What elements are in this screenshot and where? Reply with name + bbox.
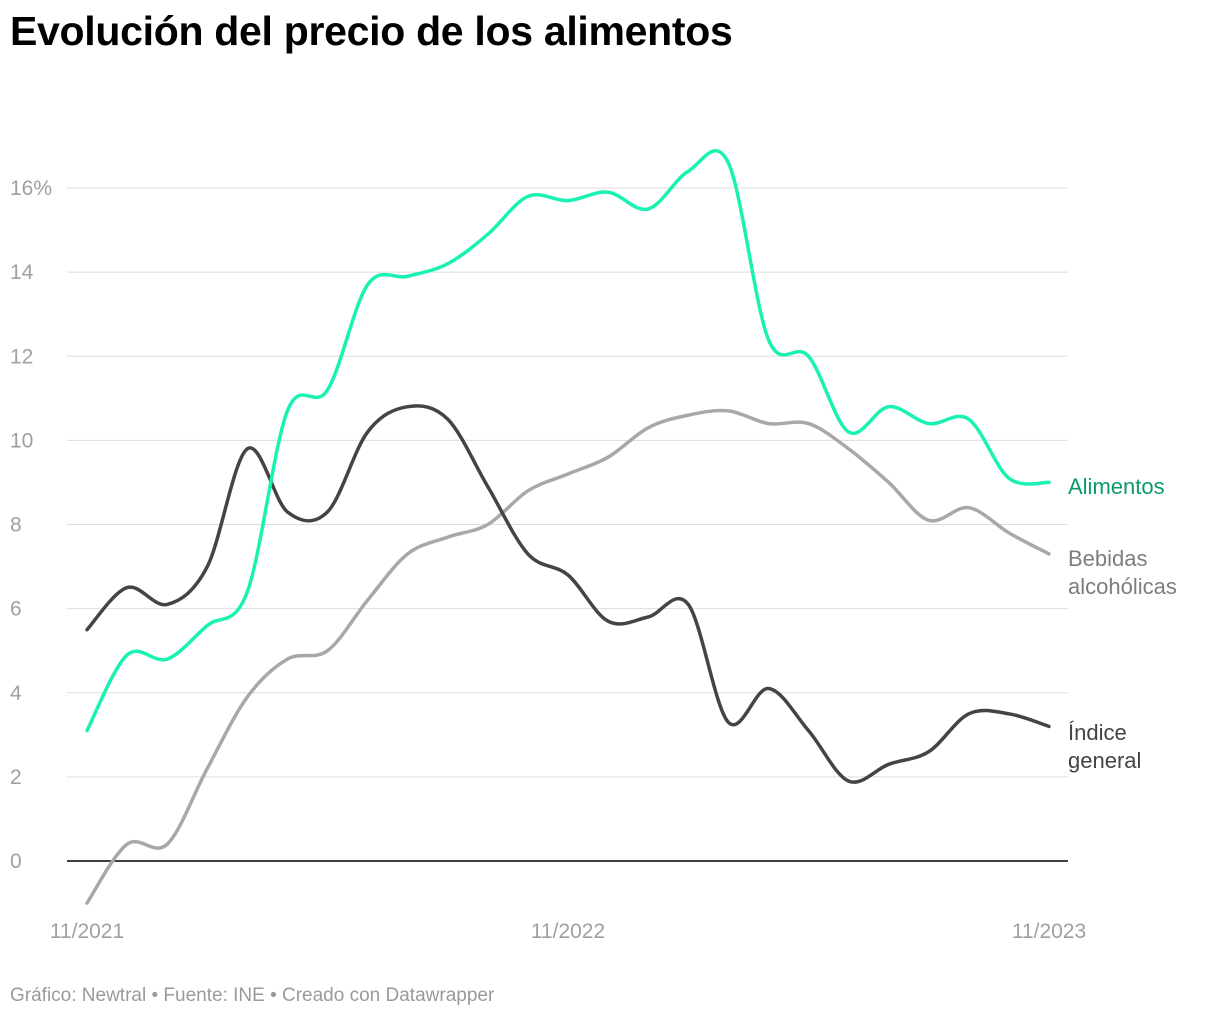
- series-label-alimentos: Alimentos: [1068, 474, 1165, 499]
- series-line-indice-general: [85, 404, 1051, 784]
- y-tick-label: 6: [10, 598, 22, 621]
- y-tick-label: 14: [10, 261, 34, 284]
- series-label-indice-general: Índice general: [1068, 720, 1141, 773]
- y-tick-label: 8: [10, 514, 22, 537]
- x-tick-label: 11/2023: [1012, 920, 1086, 943]
- series-line-bebidas-alcoholicas: [85, 408, 1051, 905]
- y-tick-label: 16%: [10, 177, 52, 200]
- y-tick-label: 2: [10, 766, 22, 789]
- series-label-bebidas-alcoholicas: Bebidas alcohólicas: [1068, 546, 1177, 599]
- y-tick-label: 4: [10, 682, 22, 705]
- x-tick-label: 11/2022: [531, 920, 605, 943]
- y-axis-tick-labels: 0 2 4 6 8 10 12 14 16%: [10, 177, 52, 873]
- series-labels: Alimentos Bebidas alcohólicas Índice general: [1068, 474, 1177, 773]
- y-tick-label: 12: [10, 345, 33, 368]
- x-tick-label: 11/2021: [50, 920, 124, 943]
- grid-lines: [67, 187, 1068, 862]
- series-lines: [85, 149, 1051, 905]
- y-tick-label: 10: [10, 429, 33, 452]
- chart-title: Evolución del precio de los alimentos: [10, 8, 733, 54]
- series-line-alimentos: [85, 149, 1051, 733]
- chart-footer: Gráfico: Newtral • Fuente: INE • Creado …: [10, 985, 495, 1006]
- x-axis-tick-labels: 11/2021 11/2022 11/2023: [50, 920, 1086, 943]
- y-tick-label: 0: [10, 850, 22, 873]
